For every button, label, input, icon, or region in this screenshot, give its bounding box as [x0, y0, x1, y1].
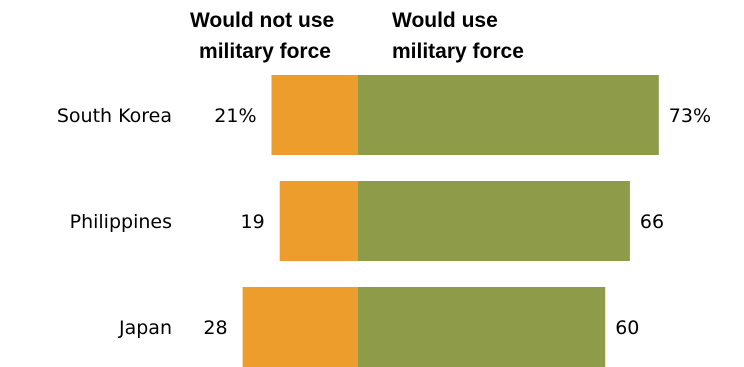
header-not-use-line-1: Would not use: [190, 9, 334, 32]
value-label-not-use-japan: 28: [203, 317, 227, 339]
header-not-use: Would not use military force: [190, 9, 340, 63]
bar-use-philippines: [358, 181, 630, 261]
value-label-not-use-philippines: 19: [241, 211, 265, 233]
bars-group: South Korea 21% 73% Philippines 19 66 Japan 28 6…: [57, 75, 711, 367]
legend-header: Would not use military force Would use m…: [190, 9, 524, 63]
bar-not-use-japan: [242, 287, 358, 367]
value-label-not-use-south-korea: 21%: [214, 105, 256, 127]
category-label-japan: Japan: [118, 317, 172, 339]
value-label-use-south-korea: 73%: [669, 105, 711, 127]
value-label-use-japan: 60: [615, 317, 639, 339]
header-not-use-line-2: military force: [199, 40, 331, 63]
header-use-line-1: Would use: [392, 9, 498, 32]
bar-not-use-south-korea: [271, 75, 358, 155]
value-label-use-philippines: 66: [640, 211, 664, 233]
header-use-line-2: military force: [392, 40, 524, 63]
header-use: Would use military force: [392, 9, 524, 63]
bar-not-use-philippines: [279, 181, 358, 261]
bar-use-south-korea: [358, 75, 659, 155]
category-label-philippines: Philippines: [70, 211, 172, 233]
bar-use-japan: [358, 287, 606, 367]
category-label-south-korea: South Korea: [57, 105, 172, 127]
